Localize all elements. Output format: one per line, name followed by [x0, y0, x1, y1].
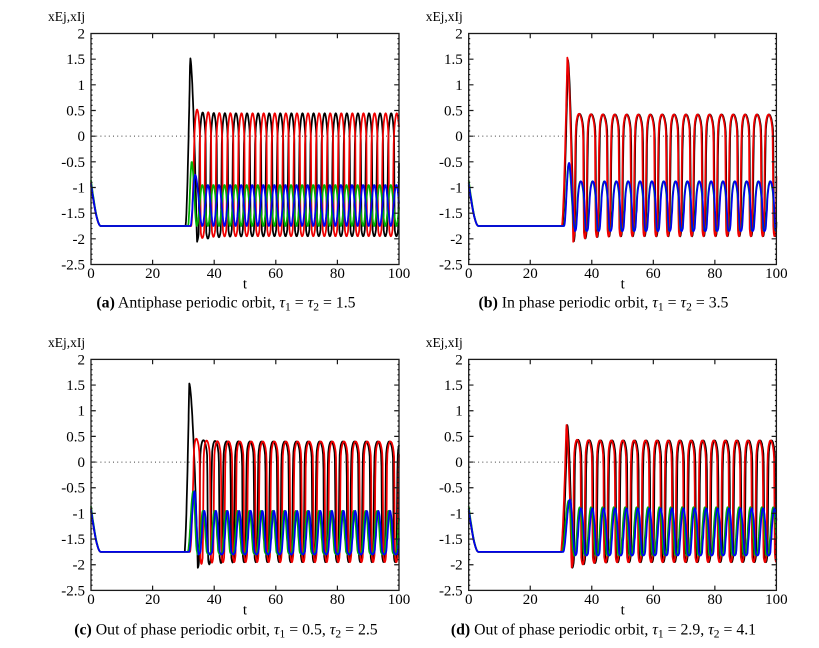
- svg-text:0: 0: [465, 266, 473, 282]
- svg-text:1.5: 1.5: [66, 52, 85, 68]
- svg-text:-2: -2: [73, 232, 86, 248]
- svg-text:0: 0: [87, 266, 95, 282]
- svg-text:40: 40: [207, 266, 222, 282]
- svg-text:1.5: 1.5: [444, 378, 463, 394]
- svg-text:-1: -1: [73, 181, 86, 197]
- svg-text:0: 0: [87, 592, 95, 608]
- svg-text:20: 20: [145, 592, 160, 608]
- svg-text:60: 60: [268, 266, 283, 282]
- svg-text:2: 2: [455, 352, 463, 368]
- svg-text:100: 100: [765, 266, 788, 282]
- svg-text:t: t: [243, 277, 248, 293]
- svg-text:0: 0: [455, 455, 463, 471]
- svg-text:xEj,xIj: xEj,xIj: [426, 9, 463, 24]
- svg-text:xEj,xIj: xEj,xIj: [48, 9, 85, 24]
- svg-text:2: 2: [455, 27, 463, 43]
- svg-text:2: 2: [78, 352, 86, 368]
- svg-text:40: 40: [584, 266, 599, 282]
- svg-text:40: 40: [207, 592, 222, 608]
- svg-text:0: 0: [465, 592, 473, 608]
- svg-text:-1.5: -1.5: [61, 532, 85, 548]
- svg-text:2: 2: [78, 27, 86, 43]
- svg-text:-2.5: -2.5: [439, 258, 463, 274]
- svg-text:xEj,xIj: xEj,xIj: [48, 335, 85, 350]
- svg-text:(d) Out of phase periodic orbi: (d) Out of phase periodic orbit, τ1 = 2.…: [451, 622, 756, 641]
- svg-text:-2: -2: [450, 232, 463, 248]
- svg-text:1.5: 1.5: [66, 378, 85, 394]
- svg-text:1: 1: [455, 78, 463, 94]
- svg-text:80: 80: [707, 592, 722, 608]
- svg-text:-1.5: -1.5: [61, 206, 85, 222]
- svg-text:0: 0: [455, 129, 463, 145]
- svg-text:60: 60: [268, 592, 283, 608]
- svg-text:100: 100: [765, 592, 788, 608]
- svg-text:100: 100: [388, 266, 411, 282]
- svg-text:xEj,xIj: xEj,xIj: [426, 335, 463, 350]
- svg-text:1: 1: [78, 78, 86, 94]
- svg-text:0.5: 0.5: [444, 104, 463, 120]
- svg-text:-2.5: -2.5: [439, 583, 463, 599]
- svg-text:60: 60: [646, 592, 661, 608]
- svg-text:20: 20: [145, 266, 160, 282]
- svg-text:1.5: 1.5: [444, 52, 463, 68]
- svg-text:0: 0: [78, 129, 86, 145]
- svg-text:-0.5: -0.5: [61, 155, 85, 171]
- svg-text:-1: -1: [450, 506, 463, 522]
- svg-text:0: 0: [78, 455, 86, 471]
- svg-text:1: 1: [78, 404, 86, 420]
- svg-text:(c) Out of phase periodic orbi: (c) Out of phase periodic orbit, τ1 = 0.…: [74, 622, 378, 641]
- svg-text:0.5: 0.5: [66, 104, 85, 120]
- svg-text:80: 80: [330, 592, 345, 608]
- svg-text:20: 20: [523, 592, 538, 608]
- svg-text:-2: -2: [73, 558, 86, 574]
- svg-text:t: t: [621, 277, 626, 293]
- svg-text:-0.5: -0.5: [439, 155, 463, 171]
- svg-text:t: t: [243, 602, 248, 618]
- svg-text:40: 40: [584, 592, 599, 608]
- svg-text:0.5: 0.5: [66, 429, 85, 445]
- svg-text:80: 80: [330, 266, 345, 282]
- svg-text:100: 100: [388, 592, 411, 608]
- svg-text:-2: -2: [450, 558, 463, 574]
- svg-text:-1.5: -1.5: [439, 206, 463, 222]
- svg-text:-1: -1: [73, 506, 86, 522]
- svg-text:(a) Antiphase periodic orbit,: (a) Antiphase periodic orbit, τ1 = τ2 = …: [96, 295, 355, 314]
- svg-text:-0.5: -0.5: [61, 481, 85, 497]
- svg-text:-1.5: -1.5: [439, 532, 463, 548]
- svg-text:-2.5: -2.5: [61, 583, 85, 599]
- svg-text:0.5: 0.5: [444, 429, 463, 445]
- svg-text:-2.5: -2.5: [61, 258, 85, 274]
- svg-text:-0.5: -0.5: [439, 481, 463, 497]
- svg-text:(b) In phase periodic orbit, τ: (b) In phase periodic orbit, τ1 = τ2 = 3…: [479, 295, 729, 314]
- svg-text:80: 80: [707, 266, 722, 282]
- svg-text:20: 20: [523, 266, 538, 282]
- svg-text:t: t: [621, 602, 626, 618]
- svg-text:60: 60: [646, 266, 661, 282]
- svg-text:-1: -1: [450, 181, 463, 197]
- svg-text:1: 1: [455, 404, 463, 420]
